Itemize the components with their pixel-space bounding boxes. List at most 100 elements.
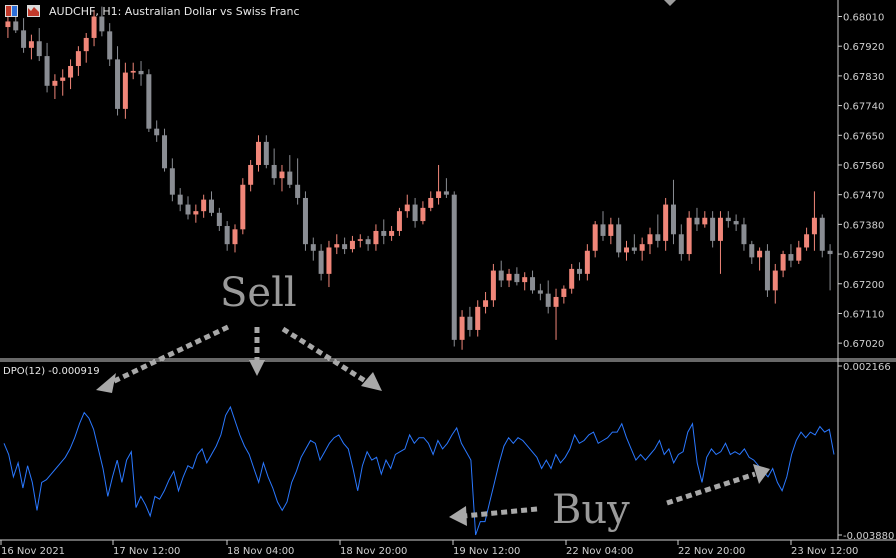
candle[interactable] — [240, 178, 246, 235]
candle[interactable] — [506, 268, 512, 288]
candle[interactable] — [52, 74, 58, 99]
candle[interactable] — [663, 197, 669, 251]
candle[interactable] — [193, 204, 199, 223]
candle[interactable] — [83, 32, 89, 63]
candle[interactable] — [209, 191, 214, 217]
candle[interactable] — [146, 69, 152, 132]
candle[interactable] — [717, 211, 723, 274]
candle[interactable] — [741, 217, 747, 251]
candle[interactable] — [694, 207, 700, 231]
candle[interactable] — [757, 247, 763, 271]
candle[interactable] — [788, 244, 794, 268]
candle[interactable] — [318, 244, 324, 281]
candle[interactable] — [295, 158, 301, 205]
candle[interactable] — [819, 214, 825, 258]
candle[interactable] — [36, 28, 42, 62]
candle[interactable] — [154, 120, 160, 142]
candle[interactable] — [107, 23, 113, 66]
candle[interactable] — [443, 178, 449, 198]
candle[interactable] — [68, 59, 74, 90]
candle[interactable] — [561, 285, 567, 304]
candle[interactable] — [248, 160, 254, 192]
candle[interactable] — [365, 235, 371, 251]
candle[interactable] — [224, 221, 230, 251]
candle[interactable] — [75, 46, 81, 76]
candle[interactable] — [287, 155, 293, 189]
candle[interactable] — [122, 62, 128, 119]
candle[interactable] — [483, 292, 489, 314]
candle[interactable] — [639, 237, 645, 261]
candle[interactable] — [655, 214, 661, 248]
candle[interactable] — [28, 34, 34, 60]
candle[interactable] — [232, 224, 238, 253]
candle[interactable] — [279, 164, 285, 192]
candle[interactable] — [44, 42, 50, 93]
candle[interactable] — [577, 262, 583, 281]
candle[interactable] — [498, 260, 504, 288]
indicator-axis[interactable]: 0.002166 -0.003880 — [838, 362, 894, 542]
candle[interactable] — [381, 219, 387, 245]
candle[interactable] — [530, 270, 536, 294]
candle[interactable] — [310, 237, 316, 261]
candle[interactable] — [686, 211, 692, 261]
time-axis[interactable]: 16 Nov 2021 17 Nov 12:00 18 Nov 04:00 18 No… — [0, 540, 858, 557]
candle[interactable] — [271, 148, 277, 185]
candle[interactable] — [616, 217, 622, 258]
candle[interactable] — [389, 226, 395, 241]
candle[interactable] — [373, 224, 379, 251]
candle[interactable] — [201, 194, 207, 218]
candle[interactable] — [420, 201, 426, 225]
candle[interactable] — [130, 62, 136, 80]
candle[interactable] — [827, 244, 833, 291]
candle[interactable] — [138, 61, 144, 86]
candle[interactable] — [522, 272, 528, 291]
candle[interactable] — [670, 179, 676, 245]
candle[interactable] — [772, 263, 778, 304]
candle[interactable] — [796, 240, 802, 264]
arrow-down-icon[interactable] — [664, 0, 676, 6]
candle[interactable] — [326, 240, 332, 288]
candle[interactable] — [404, 194, 410, 218]
candle[interactable] — [710, 211, 716, 248]
candle[interactable] — [436, 164, 442, 205]
market-watch-icon[interactable] — [27, 5, 40, 17]
candle[interactable] — [185, 196, 191, 220]
candle[interactable] — [584, 244, 590, 281]
candle[interactable] — [263, 135, 269, 169]
candle[interactable] — [467, 306, 473, 337]
candle[interactable] — [334, 234, 340, 255]
candle[interactable] — [569, 263, 575, 294]
one-click-trading-icon[interactable] — [5, 5, 18, 17]
candle[interactable] — [490, 263, 496, 307]
candle[interactable] — [780, 250, 786, 278]
candle[interactable] — [60, 69, 66, 96]
dpo-line[interactable] — [3, 405, 835, 536]
candle[interactable] — [764, 244, 770, 297]
candle[interactable] — [702, 211, 708, 228]
price-pane[interactable] — [5, 6, 833, 350]
candle[interactable] — [412, 197, 418, 228]
candle[interactable] — [475, 300, 481, 337]
candle[interactable] — [115, 46, 121, 116]
candle[interactable] — [302, 191, 308, 251]
candle[interactable] — [342, 237, 348, 255]
candle[interactable] — [545, 280, 551, 314]
candle[interactable] — [749, 240, 755, 264]
candle[interactable] — [725, 211, 731, 228]
candle[interactable] — [733, 214, 739, 231]
candle[interactable] — [678, 224, 684, 261]
candle[interactable] — [600, 211, 606, 241]
candle[interactable] — [357, 234, 363, 248]
candle[interactable] — [169, 158, 175, 202]
candle[interactable] — [608, 217, 614, 245]
candle[interactable] — [91, 9, 97, 47]
candle[interactable] — [647, 227, 653, 255]
candle[interactable] — [804, 227, 810, 251]
candle[interactable] — [624, 240, 629, 261]
candle[interactable] — [349, 235, 355, 253]
candle[interactable] — [537, 283, 543, 301]
candle[interactable] — [162, 128, 168, 172]
candle[interactable] — [459, 310, 465, 350]
candle[interactable] — [99, 6, 105, 37]
candle[interactable] — [5, 13, 11, 38]
